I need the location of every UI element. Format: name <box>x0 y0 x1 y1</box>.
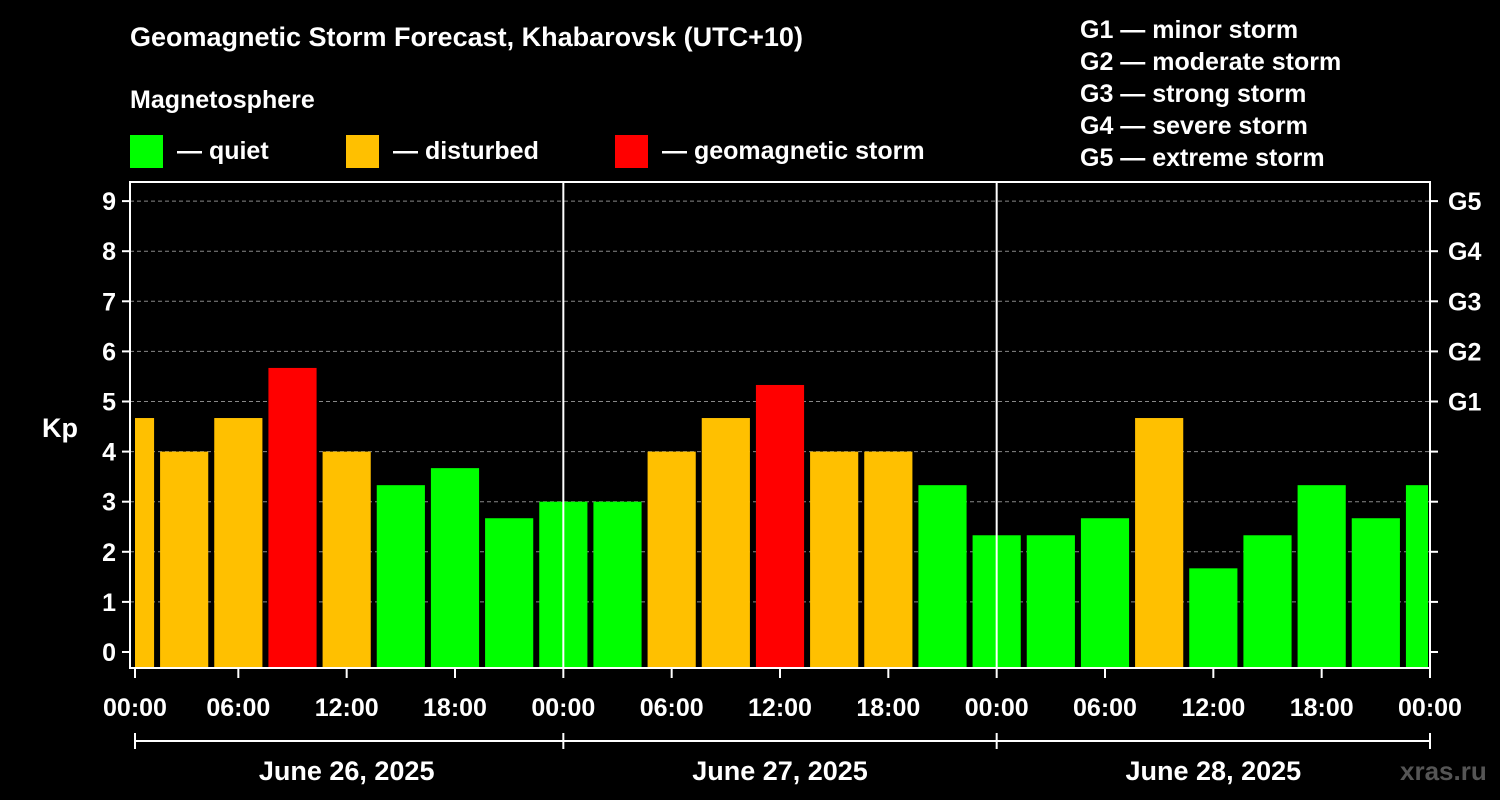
legend-swatch-storm <box>615 134 648 168</box>
y-tick-label: 5 <box>102 389 116 417</box>
x-tick-label: 06:00 <box>640 694 704 722</box>
x-tick-label: 00:00 <box>1398 694 1462 722</box>
kp-bar <box>135 418 155 668</box>
legend-label-quiet: — quiet <box>177 136 269 165</box>
kp-bar <box>810 451 859 668</box>
legend-label-disturbed: — disturbed <box>393 136 539 165</box>
y-tick-label: 2 <box>102 539 116 567</box>
kp-bar <box>485 518 534 668</box>
x-tick-label: 06:00 <box>206 694 270 722</box>
kp-bar <box>918 485 967 668</box>
legend-swatch-disturbed <box>346 134 379 168</box>
kp-bar <box>593 501 642 668</box>
legend-title: Magnetosphere <box>130 86 315 114</box>
g-level-label: G5 — extreme storm <box>1080 144 1325 172</box>
y-axis-label: Kp <box>42 413 78 443</box>
kp-bar <box>647 451 696 668</box>
legend-swatch-quiet <box>130 134 163 168</box>
y-tick-label: 6 <box>102 338 116 366</box>
g-tick-label: G1 <box>1448 389 1481 417</box>
g-tick-label: G3 <box>1448 288 1481 316</box>
g-tick-label: G5 <box>1448 188 1481 216</box>
kp-bar <box>322 451 371 668</box>
chart-title: Geomagnetic Storm Forecast, Khabarovsk (… <box>130 22 803 52</box>
g-level-label: G2 — moderate storm <box>1080 48 1342 76</box>
kp-bar <box>1135 418 1184 668</box>
y-tick-label: 4 <box>102 439 116 467</box>
legend-disturbed: — disturbed <box>346 134 539 168</box>
x-tick-label: 18:00 <box>1290 694 1354 722</box>
kp-bar <box>1405 485 1428 668</box>
kp-bar <box>701 418 750 668</box>
x-tick-label: 12:00 <box>315 694 379 722</box>
kp-bar <box>268 367 317 668</box>
y-tick-label: 0 <box>102 639 116 667</box>
kp-bar <box>430 468 480 668</box>
date-label: June 26, 2025 <box>259 756 435 786</box>
kp-bar <box>1351 518 1400 668</box>
y-tick-label: 9 <box>102 188 116 216</box>
kp-bar <box>864 451 913 668</box>
kp-bar <box>160 451 209 668</box>
x-tick-label: 00:00 <box>965 694 1029 722</box>
kp-bar <box>1080 518 1130 668</box>
y-tick-label: 7 <box>102 288 116 316</box>
x-tick-label: 06:00 <box>1073 694 1137 722</box>
y-tick-label: 1 <box>102 589 116 617</box>
legend-label-storm: — geomagnetic storm <box>662 136 925 165</box>
g-scale-legend: G1 — minor storm G2 — moderate storm G3 … <box>1080 14 1341 174</box>
date-label: June 28, 2025 <box>1126 756 1302 786</box>
g-tick-label: G4 <box>1448 238 1481 266</box>
g-level-label: G4 — severe storm <box>1080 112 1308 140</box>
kp-bar <box>1297 485 1346 668</box>
legend-storm: — geomagnetic storm <box>615 134 925 168</box>
x-tick-label: 00:00 <box>531 694 595 722</box>
x-tick-label: 00:00 <box>103 694 167 722</box>
g-tick-label: G2 <box>1448 338 1481 366</box>
y-tick-label: 8 <box>102 238 116 266</box>
kp-bar <box>1189 568 1238 668</box>
date-label: June 27, 2025 <box>692 756 868 786</box>
kp-bar <box>214 418 263 668</box>
x-tick-label: 12:00 <box>748 694 812 722</box>
credit-text: xras.ru <box>1400 756 1487 786</box>
x-tick-label: 18:00 <box>856 694 920 722</box>
x-tick-label: 18:00 <box>423 694 487 722</box>
g-level-label: G1 — minor storm <box>1080 16 1299 44</box>
g-level-label: G3 — strong storm <box>1080 80 1307 108</box>
y-tick-label: 3 <box>102 489 116 517</box>
kp-bar <box>755 384 805 668</box>
kp-bar <box>376 485 425 668</box>
legend-quiet: — quiet <box>130 134 269 168</box>
kp-bar <box>1026 535 1075 668</box>
x-tick-label: 12:00 <box>1181 694 1245 722</box>
kp-bar <box>1243 535 1292 668</box>
